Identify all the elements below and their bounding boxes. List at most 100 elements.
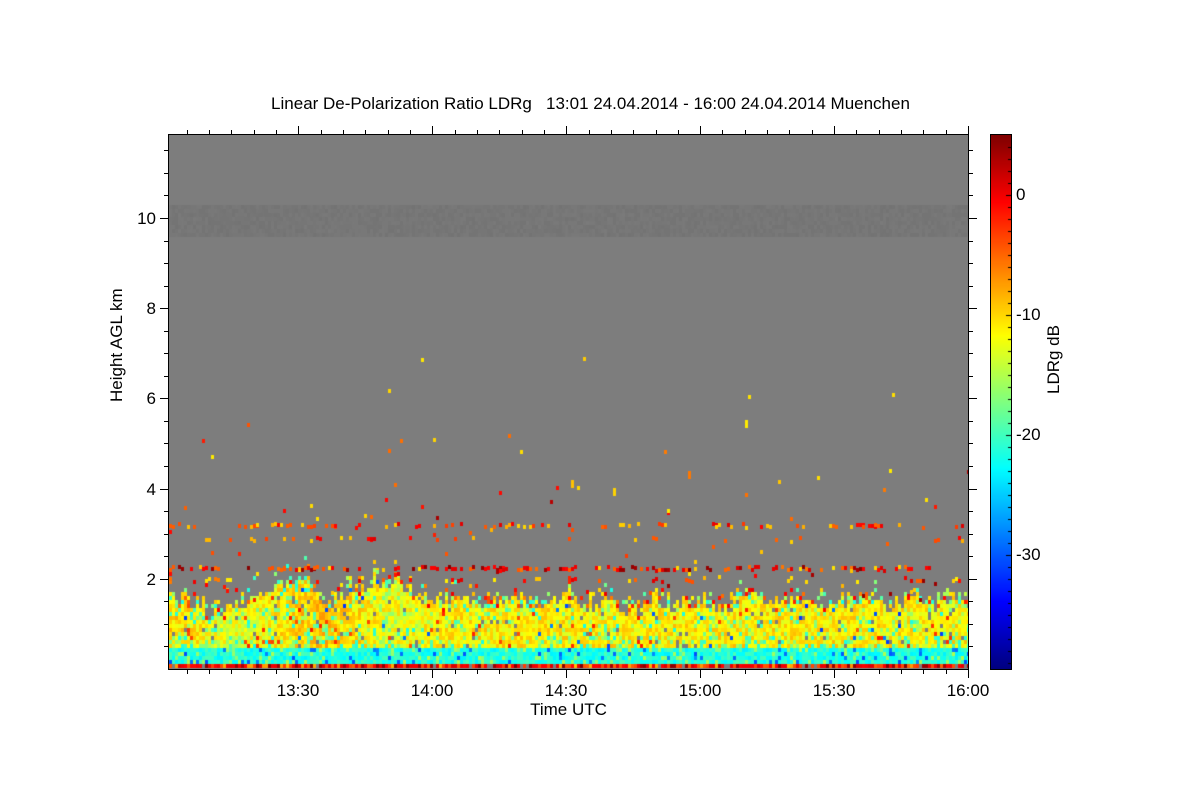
x-minor-tick (812, 670, 813, 674)
y-tick (969, 489, 977, 490)
y-minor-tick (969, 353, 973, 354)
x-tick-label: 13:30 (276, 681, 320, 700)
y-minor-tick (969, 286, 973, 287)
y-minor-tick (164, 601, 168, 602)
x-minor-tick (187, 130, 188, 134)
x-minor-tick (767, 670, 768, 674)
x-minor-tick (343, 130, 344, 134)
x-minor-tick (789, 130, 790, 134)
x-minor-tick (745, 670, 746, 674)
y-minor-tick (164, 646, 168, 647)
x-minor-tick (209, 670, 210, 674)
x-minor-tick (856, 130, 857, 134)
x-tick (968, 670, 969, 678)
x-minor-tick (879, 670, 880, 674)
y-minor-tick (969, 466, 973, 467)
x-minor-tick (544, 670, 545, 674)
y-minor-tick (164, 511, 168, 512)
y-minor-tick (164, 624, 168, 625)
x-minor-tick (231, 130, 232, 134)
x-minor-tick (923, 130, 924, 134)
y-tick (969, 308, 977, 309)
colorbar-tick-label: -20 (1016, 425, 1041, 444)
y-minor-tick (969, 195, 973, 196)
y-minor-tick (969, 331, 973, 332)
x-minor-tick (254, 130, 255, 134)
y-minor-tick (969, 443, 973, 444)
x-tick-label: 14:00 (410, 681, 454, 700)
x-minor-tick (231, 670, 232, 674)
y-minor-tick (164, 443, 168, 444)
x-minor-tick (343, 670, 344, 674)
y-tick-label: 4 (146, 480, 156, 499)
y-minor-tick (969, 241, 973, 242)
x-minor-tick (365, 670, 366, 674)
x-minor-tick (321, 670, 322, 674)
y-minor-tick (164, 353, 168, 354)
y-tick-label: 8 (146, 299, 156, 318)
x-minor-tick (477, 670, 478, 674)
x-axis-label: Time UTC (530, 700, 607, 719)
y-minor-tick (164, 534, 168, 535)
x-minor-tick (923, 670, 924, 674)
y-minor-tick (164, 376, 168, 377)
x-minor-tick (410, 130, 411, 134)
x-minor-tick (678, 130, 679, 134)
x-minor-tick (522, 130, 523, 134)
x-minor-tick (321, 130, 322, 134)
x-minor-tick (722, 670, 723, 674)
x-minor-tick (544, 130, 545, 134)
y-minor-tick (969, 263, 973, 264)
x-tick (834, 670, 835, 678)
y-tick (160, 398, 168, 399)
y-tick (160, 579, 168, 580)
y-minor-tick (969, 511, 973, 512)
x-minor-tick (633, 130, 634, 134)
x-minor-tick (856, 670, 857, 674)
x-minor-tick (455, 670, 456, 674)
x-tick (700, 126, 701, 134)
y-minor-tick (969, 646, 973, 647)
y-tick (969, 579, 977, 580)
colorbar-tick-label: -10 (1016, 305, 1041, 324)
y-tick-label: 2 (146, 570, 156, 589)
x-minor-tick (589, 670, 590, 674)
x-minor-tick (276, 130, 277, 134)
x-minor-tick (276, 670, 277, 674)
y-minor-tick (164, 331, 168, 332)
x-tick (298, 126, 299, 134)
y-minor-tick (164, 241, 168, 242)
y-minor-tick (969, 556, 973, 557)
x-minor-tick (901, 130, 902, 134)
x-minor-tick (678, 670, 679, 674)
y-tick (969, 218, 977, 219)
y-tick (160, 489, 168, 490)
x-minor-tick (499, 670, 500, 674)
x-tick (566, 126, 567, 134)
x-tick (700, 670, 701, 678)
y-tick (969, 398, 977, 399)
x-minor-tick (522, 670, 523, 674)
x-minor-tick (455, 130, 456, 134)
y-tick (160, 218, 168, 219)
x-tick-label: 16:00 (946, 681, 990, 700)
chart-title: Linear De-Polarization Ratio LDRg 13:01 … (271, 94, 910, 113)
colorbar (990, 134, 1012, 670)
x-tick (432, 126, 433, 134)
x-tick-label: 15:00 (678, 681, 722, 700)
y-tick-label: 10 (137, 209, 156, 228)
x-minor-tick (722, 130, 723, 134)
y-tick-label: 6 (146, 389, 156, 408)
x-minor-tick (611, 670, 612, 674)
x-minor-tick (477, 130, 478, 134)
x-minor-tick (254, 670, 255, 674)
y-minor-tick (969, 534, 973, 535)
colorbar-tick-label: -30 (1016, 545, 1041, 564)
x-minor-tick (388, 130, 389, 134)
plot-area (168, 134, 969, 670)
x-minor-tick (879, 130, 880, 134)
y-minor-tick (164, 195, 168, 196)
y-minor-tick (164, 150, 168, 151)
y-minor-tick (164, 173, 168, 174)
